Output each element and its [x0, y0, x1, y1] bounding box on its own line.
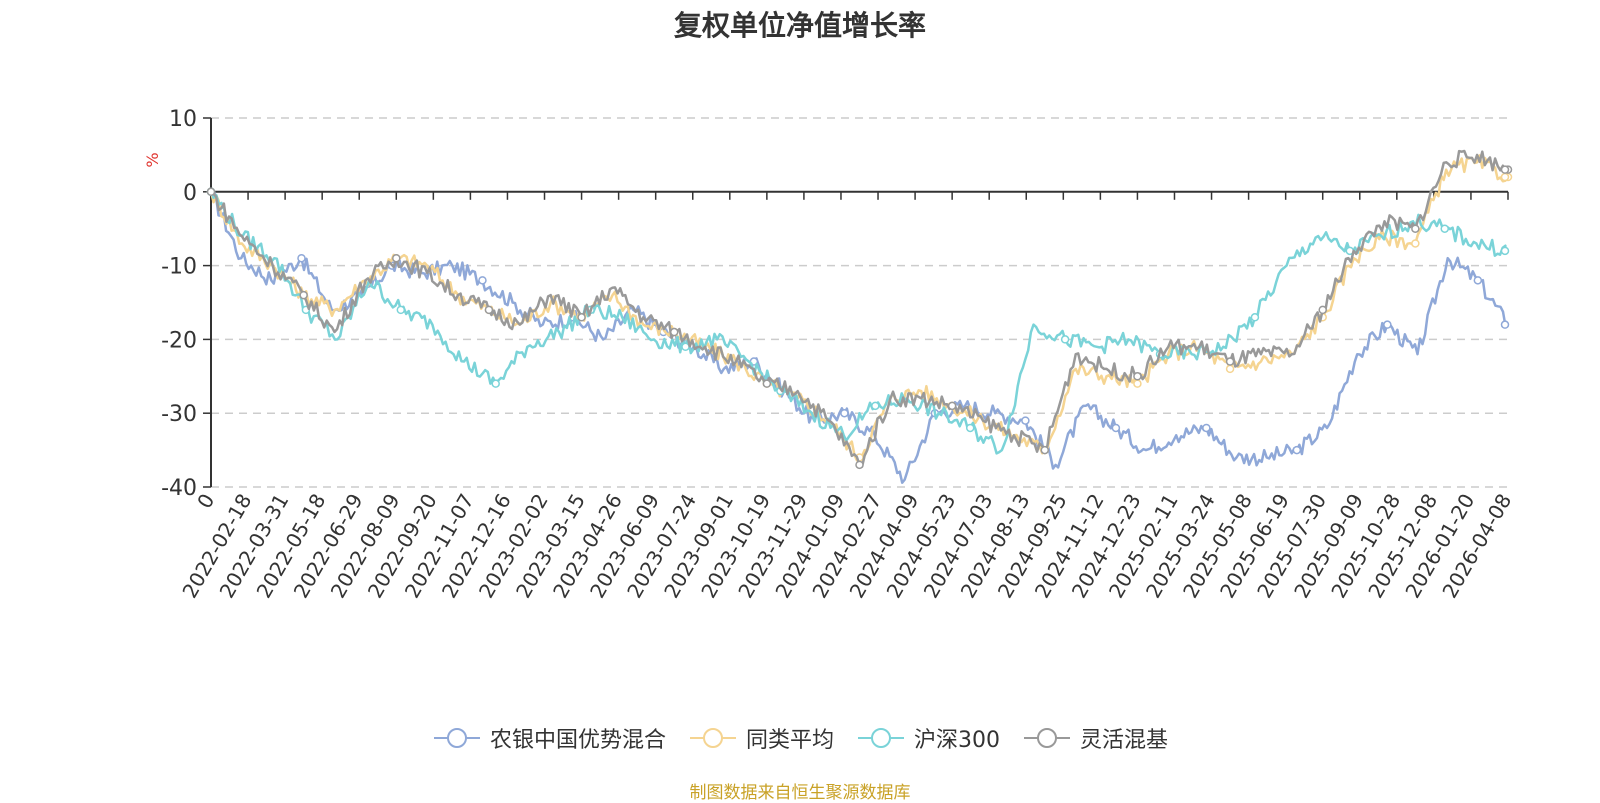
legend-item[interactable]: 沪深300	[856, 722, 1000, 754]
data-point	[1500, 246, 1510, 256]
y-tick-label: 0	[183, 181, 197, 206]
legend: 农银中国优势混合 同类平均 沪深300 灵活混基	[0, 722, 1600, 754]
data-point	[577, 313, 586, 322]
data-point	[1500, 320, 1510, 329]
data-point	[299, 290, 308, 300]
data-point	[1111, 423, 1121, 433]
source-note: 制图数据来自恒生聚源数据库	[689, 783, 911, 803]
legend-label: 同类平均	[745, 728, 834, 753]
data-point	[1060, 335, 1070, 344]
data-point	[1225, 364, 1235, 374]
data-point	[1133, 372, 1142, 381]
legend-item[interactable]: 同类平均	[688, 722, 834, 754]
data-point	[1040, 445, 1050, 455]
data-point	[681, 342, 690, 352]
data-point	[1440, 224, 1449, 233]
line-chart: 10 0 -10 -20 -30 -40 02022-02-182022-03-31202…	[143, 107, 1516, 602]
data-point	[965, 423, 975, 433]
y-axis-label: %	[143, 152, 162, 167]
series-lines	[206, 149, 1513, 484]
y-tick-label: -20	[161, 328, 197, 353]
data-point	[1500, 165, 1510, 174]
data-point	[855, 460, 864, 470]
data-point	[1021, 416, 1030, 425]
series-3	[206, 149, 1513, 470]
legend-item[interactable]: 灵活混基	[1022, 722, 1168, 754]
data-point	[1133, 379, 1142, 388]
x-tick-label: 0	[192, 490, 219, 513]
legend-label: 农银中国优势混合	[489, 728, 666, 753]
x-tick-labels: 02022-02-182022-03-312022-05-182022-06-2…	[177, 489, 1516, 602]
legend-marker-icon	[858, 728, 904, 748]
legend-marker-icon	[689, 728, 736, 748]
data-point	[396, 305, 406, 315]
data-point	[1292, 445, 1302, 455]
series-0	[206, 187, 1510, 484]
data-point	[1500, 172, 1510, 182]
data-point	[1250, 313, 1260, 322]
data-point	[871, 401, 880, 411]
axes	[203, 117, 1509, 488]
data-point	[478, 276, 487, 285]
data-point	[1225, 357, 1235, 366]
y-tick-label: -10	[161, 255, 197, 280]
data-point	[206, 187, 216, 197]
data-point	[947, 401, 957, 411]
data-point	[1411, 224, 1420, 233]
data-point	[1473, 276, 1483, 285]
y-tick-label: -30	[161, 402, 197, 427]
series-line	[210, 189, 1507, 484]
legend-label: 灵活混基	[1080, 728, 1169, 753]
legend-marker-icon	[1024, 728, 1070, 748]
data-point	[762, 379, 772, 388]
y-tick-labels: 10 0 -10 -20 -30 -40	[161, 107, 197, 501]
y-tick-label: -40	[161, 476, 197, 501]
data-point	[1383, 320, 1392, 329]
data-point	[1202, 423, 1211, 433]
data-point	[491, 379, 500, 388]
data-point	[392, 253, 401, 263]
y-tick-label: 10	[169, 107, 197, 132]
legend-item[interactable]: 农银中国优势混合	[432, 722, 666, 754]
data-point	[297, 253, 306, 263]
data-point	[1411, 239, 1420, 248]
legend-label: 沪深300	[914, 728, 1000, 753]
series-line	[209, 191, 1507, 455]
chart-title: 复权单位净值增长率	[673, 9, 926, 42]
data-point	[669, 327, 679, 337]
data-point	[484, 305, 494, 315]
data-point	[840, 408, 849, 418]
legend-marker-icon	[433, 728, 480, 748]
data-point	[1318, 305, 1327, 315]
